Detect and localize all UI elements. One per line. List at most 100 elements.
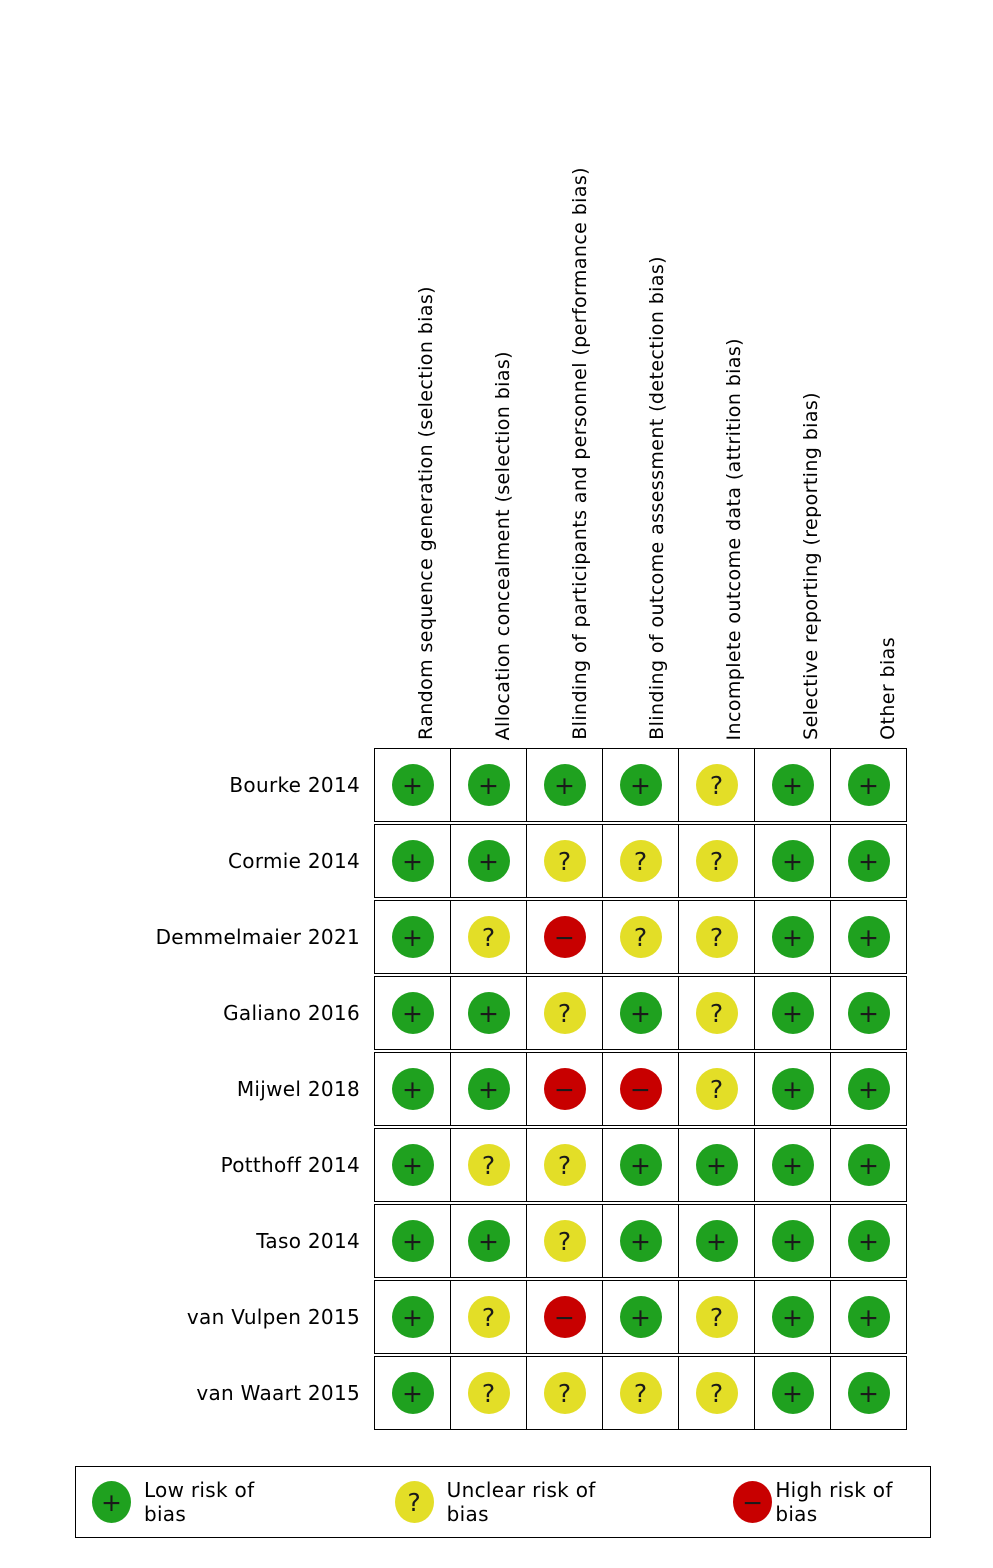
rating-cells: +? − +? + +: [374, 1280, 907, 1354]
rating-cell: −: [602, 1052, 679, 1126]
rating-circle-low: +: [771, 916, 814, 958]
rating-circle-low: +: [467, 992, 510, 1034]
rating-cell: +: [602, 1204, 679, 1278]
rating-circle-unclear: ?: [695, 1068, 738, 1110]
rating-cell: +: [830, 1052, 907, 1126]
rating-circle-high: −: [619, 1068, 662, 1110]
rating-cell: +: [754, 900, 831, 974]
rating-cell: +: [450, 748, 527, 822]
rating-circle-low: +: [391, 1372, 434, 1414]
rating-cell: ?: [526, 1204, 603, 1278]
study-label: Bourke 2014: [229, 773, 360, 797]
rating-cell: +: [374, 1280, 451, 1354]
rating-circle-low: +: [619, 992, 662, 1034]
column-header-cell: Blinding of outcome assessment (detectio…: [619, 256, 696, 740]
rating-cell: +: [602, 748, 679, 822]
study-label: Cormie 2014: [228, 849, 360, 873]
study-label: Demmelmaier 2021: [155, 925, 360, 949]
rating-circle-unclear: ?: [467, 1144, 510, 1186]
rating-cell: ?: [450, 1128, 527, 1202]
rating-cell: +: [450, 824, 527, 898]
legend-item-high: − High risk of bias: [733, 1478, 930, 1526]
rating-circle-low: +: [771, 1220, 814, 1262]
rating-cell: +: [602, 976, 679, 1050]
rating-cell: +: [830, 976, 907, 1050]
legend: + Low risk of bias? Unclear risk of bias − H…: [75, 1466, 931, 1538]
rating-circle-low: +: [847, 764, 890, 806]
legend-circle-high: −: [733, 1481, 773, 1523]
rating-cell: +: [374, 1052, 451, 1126]
rating-circle-low: +: [467, 840, 510, 882]
rating-cell: +: [754, 824, 831, 898]
rating-circle-low: +: [771, 1068, 814, 1110]
rating-circle-unclear: ?: [543, 1144, 586, 1186]
rating-cell: ?: [602, 900, 679, 974]
rating-circle-low: +: [467, 1068, 510, 1110]
rating-circle-low: +: [771, 1296, 814, 1338]
rating-circle-low: +: [391, 1296, 434, 1338]
column-header-label: Blinding of outcome assessment (detectio…: [646, 256, 668, 740]
rating-cell: +: [678, 1204, 755, 1278]
table-row: Taso 2014 + +? + + + +: [0, 1204, 993, 1278]
rating-cells: +? −?? + +: [374, 900, 907, 974]
rating-circle-unclear: ?: [619, 916, 662, 958]
rating-cell: +: [602, 1280, 679, 1354]
rating-cell: +: [830, 900, 907, 974]
legend-item-unclear: ? Unclear risk of bias: [394, 1478, 631, 1526]
rating-circle-low: +: [391, 992, 434, 1034]
rating-circle-unclear: ?: [467, 1372, 510, 1414]
table-row: Galiano 2016 + +? +? + +: [0, 976, 993, 1050]
rating-cell: −: [526, 1052, 603, 1126]
rating-cell: ?: [678, 748, 755, 822]
rating-cell: ?: [678, 1280, 755, 1354]
rating-cell: +: [374, 900, 451, 974]
rating-cell: +: [754, 1204, 831, 1278]
rating-cell: +: [830, 1356, 907, 1430]
rating-circle-low: +: [847, 1220, 890, 1262]
column-header-label: Other bias: [877, 637, 899, 740]
rating-cell: +: [754, 1356, 831, 1430]
rating-circle-low: +: [391, 1068, 434, 1110]
column-header-cell: Selective reporting (reporting bias): [773, 392, 850, 740]
column-header-label: Selective reporting (reporting bias): [800, 392, 822, 740]
rating-cell: +: [830, 824, 907, 898]
study-label: Potthoff 2014: [220, 1153, 360, 1177]
rating-circle-unclear: ?: [695, 1372, 738, 1414]
rating-cell: −: [526, 1280, 603, 1354]
rating-circle-low: +: [391, 1144, 434, 1186]
rating-circle-unclear: ?: [695, 916, 738, 958]
rating-cell: +: [830, 1280, 907, 1354]
rating-circle-low: +: [543, 764, 586, 806]
rating-circle-unclear: ?: [543, 992, 586, 1034]
legend-circle-unclear: ?: [394, 1481, 434, 1523]
rating-cell: +: [374, 1356, 451, 1430]
rating-cell: ?: [678, 824, 755, 898]
rating-circle-unclear: ?: [619, 840, 662, 882]
rating-cell: ?: [450, 900, 527, 974]
rating-cell: ?: [526, 1356, 603, 1430]
rating-cell: +: [602, 1128, 679, 1202]
rating-circle-low: +: [771, 1372, 814, 1414]
rating-cell: +: [754, 1280, 831, 1354]
rating-circle-low: +: [619, 1296, 662, 1338]
table-row: Cormie 2014 + +??? + +: [0, 824, 993, 898]
rating-cell: +: [830, 748, 907, 822]
rating-circle-low: +: [771, 764, 814, 806]
rating-cell: ?: [678, 900, 755, 974]
study-label: van Vulpen 2015: [186, 1305, 360, 1329]
rating-circle-low: +: [619, 1144, 662, 1186]
rating-cells: + +? + + + +: [374, 1204, 907, 1278]
table-row: Mijwel 2018 + + − −? + +: [0, 1052, 993, 1126]
rating-cells: + + + +? + +: [374, 748, 907, 822]
rating-cell: ?: [450, 1280, 527, 1354]
rating-cell: +: [450, 1052, 527, 1126]
rating-circle-low: +: [391, 764, 434, 806]
table-row: Demmelmaier 2021 +? −?? + +: [0, 900, 993, 974]
legend-label: High risk of bias: [775, 1478, 893, 1526]
rating-circle-unclear: ?: [695, 764, 738, 806]
rating-circle-unclear: ?: [467, 916, 510, 958]
legend-label: Low risk of bias: [143, 1478, 255, 1526]
rating-cells: +?? + + + +: [374, 1128, 907, 1202]
rating-circle-low: +: [771, 840, 814, 882]
